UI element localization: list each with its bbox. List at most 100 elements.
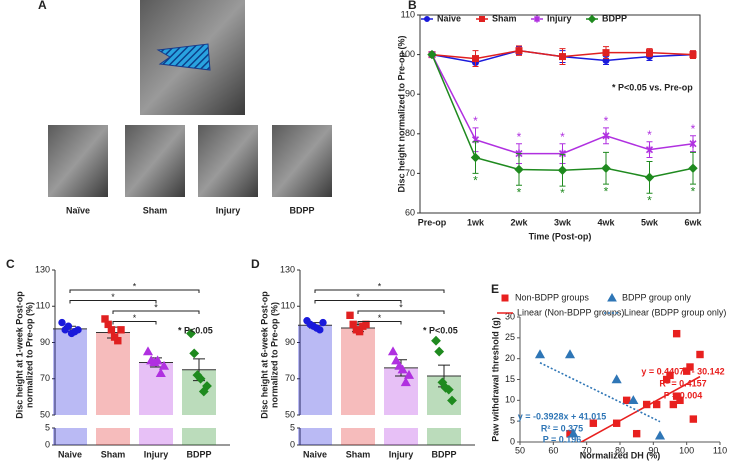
- x-tick-label: Injury: [144, 449, 169, 459]
- marker: [152, 355, 163, 365]
- fit-label: R² = 0.375: [541, 423, 583, 433]
- marker: [589, 419, 598, 427]
- marker: [403, 369, 415, 379]
- marker: [686, 363, 694, 371]
- bar-lower: [53, 428, 87, 445]
- annotation: * P<0.05 vs. Pre-op: [612, 82, 693, 92]
- y-tick-label: 50: [40, 409, 50, 419]
- marker: [434, 346, 445, 357]
- significance: *: [647, 193, 652, 207]
- marker: [688, 163, 698, 173]
- y-tick-label: 70: [285, 373, 295, 383]
- y-tick-label: 100: [400, 49, 415, 59]
- marker: [397, 364, 408, 374]
- marker: [479, 16, 485, 22]
- significance-bracket: [69, 289, 200, 293]
- x-tick-label: 90: [648, 445, 658, 455]
- bar-lower: [341, 428, 375, 445]
- marker: [58, 318, 66, 327]
- significance: *: [604, 114, 609, 128]
- bar-lower: [139, 428, 173, 445]
- annotation: * P<0.05: [423, 325, 458, 335]
- significance: *: [647, 128, 652, 142]
- marker: [514, 164, 524, 175]
- y-tick-label: 20: [505, 353, 515, 363]
- x-tick-label: 100: [679, 445, 694, 455]
- significance: *: [399, 302, 403, 312]
- image-label: Naïve: [66, 205, 90, 215]
- marker: [186, 328, 196, 339]
- xray-image: [48, 125, 108, 197]
- significance: *: [560, 186, 565, 200]
- y-tick-label: 10: [505, 395, 515, 405]
- marker: [534, 349, 546, 359]
- bar-lower: [298, 428, 332, 445]
- significance: *: [691, 184, 696, 198]
- significance-bracket: [314, 289, 445, 293]
- y-tick-label: 0: [510, 436, 515, 446]
- marker: [602, 49, 610, 57]
- x-tick-label: 2wk: [510, 217, 528, 227]
- marker: [400, 377, 411, 387]
- x-tick-label: 5wk: [641, 217, 659, 227]
- y-tick-label: 5: [510, 416, 515, 426]
- marker: [607, 292, 617, 302]
- marker: [611, 374, 622, 384]
- marker: [533, 15, 541, 23]
- fit-label: y = -0.3928x + 41.015: [518, 411, 607, 421]
- significance-bracket: [112, 321, 157, 325]
- bar-lower: [182, 428, 216, 445]
- y-axis-title: normalized to Pre-op (%): [269, 302, 279, 408]
- y-tick-label: 130: [35, 264, 50, 274]
- y-axis-title: Disc height at 6-week Post-op: [259, 291, 269, 419]
- y-tick-label: 30: [505, 311, 515, 321]
- marker: [64, 322, 73, 330]
- x-tick-label: 6wk: [684, 217, 702, 227]
- marker: [155, 368, 166, 378]
- marker: [587, 14, 597, 24]
- marker: [501, 294, 509, 302]
- marker: [601, 163, 611, 173]
- marker: [74, 326, 82, 334]
- legend-label: Injury: [547, 13, 572, 23]
- y-tick-label: 70: [405, 168, 415, 178]
- image-label: Sham: [143, 205, 168, 215]
- image-label: Injury: [216, 205, 241, 215]
- marker: [195, 373, 206, 384]
- marker: [628, 395, 639, 405]
- y-tick-label: 60: [405, 207, 415, 217]
- y-axis-title: Paw withdrawal threshold (g): [490, 317, 500, 442]
- marker: [559, 53, 566, 61]
- fit-label: y = 0.4407x - 30.142: [641, 366, 724, 376]
- marker: [515, 47, 523, 55]
- fit-label: P = 0.004: [664, 390, 703, 400]
- y-axis-title: Disc height at 1-week Post-op: [14, 291, 24, 419]
- marker: [443, 384, 454, 395]
- x-tick-label: Injury: [389, 449, 414, 459]
- x-tick-label: BDPP: [186, 449, 211, 459]
- x-tick-label: 70: [582, 445, 592, 455]
- significance-bracket: [357, 310, 445, 314]
- panel-label: A: [38, 0, 47, 12]
- x-tick-label: 110: [713, 445, 727, 455]
- legend-label: Naive: [437, 13, 461, 23]
- significance: *: [133, 281, 137, 291]
- marker: [316, 326, 324, 334]
- bar-lower: [96, 428, 130, 445]
- x-tick-label: Sham: [101, 449, 126, 459]
- fit-label: R² = 0.4157: [659, 378, 706, 388]
- x-tick-label: Pre-op: [418, 217, 447, 227]
- y-tick-label: 50: [285, 409, 295, 419]
- marker: [632, 429, 641, 438]
- marker: [424, 16, 430, 22]
- marker: [142, 346, 154, 356]
- disc-highlight: [156, 43, 211, 71]
- xray-image: [198, 125, 258, 197]
- bar: [96, 332, 130, 415]
- significance: *: [111, 292, 115, 302]
- panel-label: C: [6, 257, 15, 271]
- marker: [689, 415, 698, 423]
- panel-label: D: [251, 257, 260, 271]
- significance: *: [691, 122, 696, 136]
